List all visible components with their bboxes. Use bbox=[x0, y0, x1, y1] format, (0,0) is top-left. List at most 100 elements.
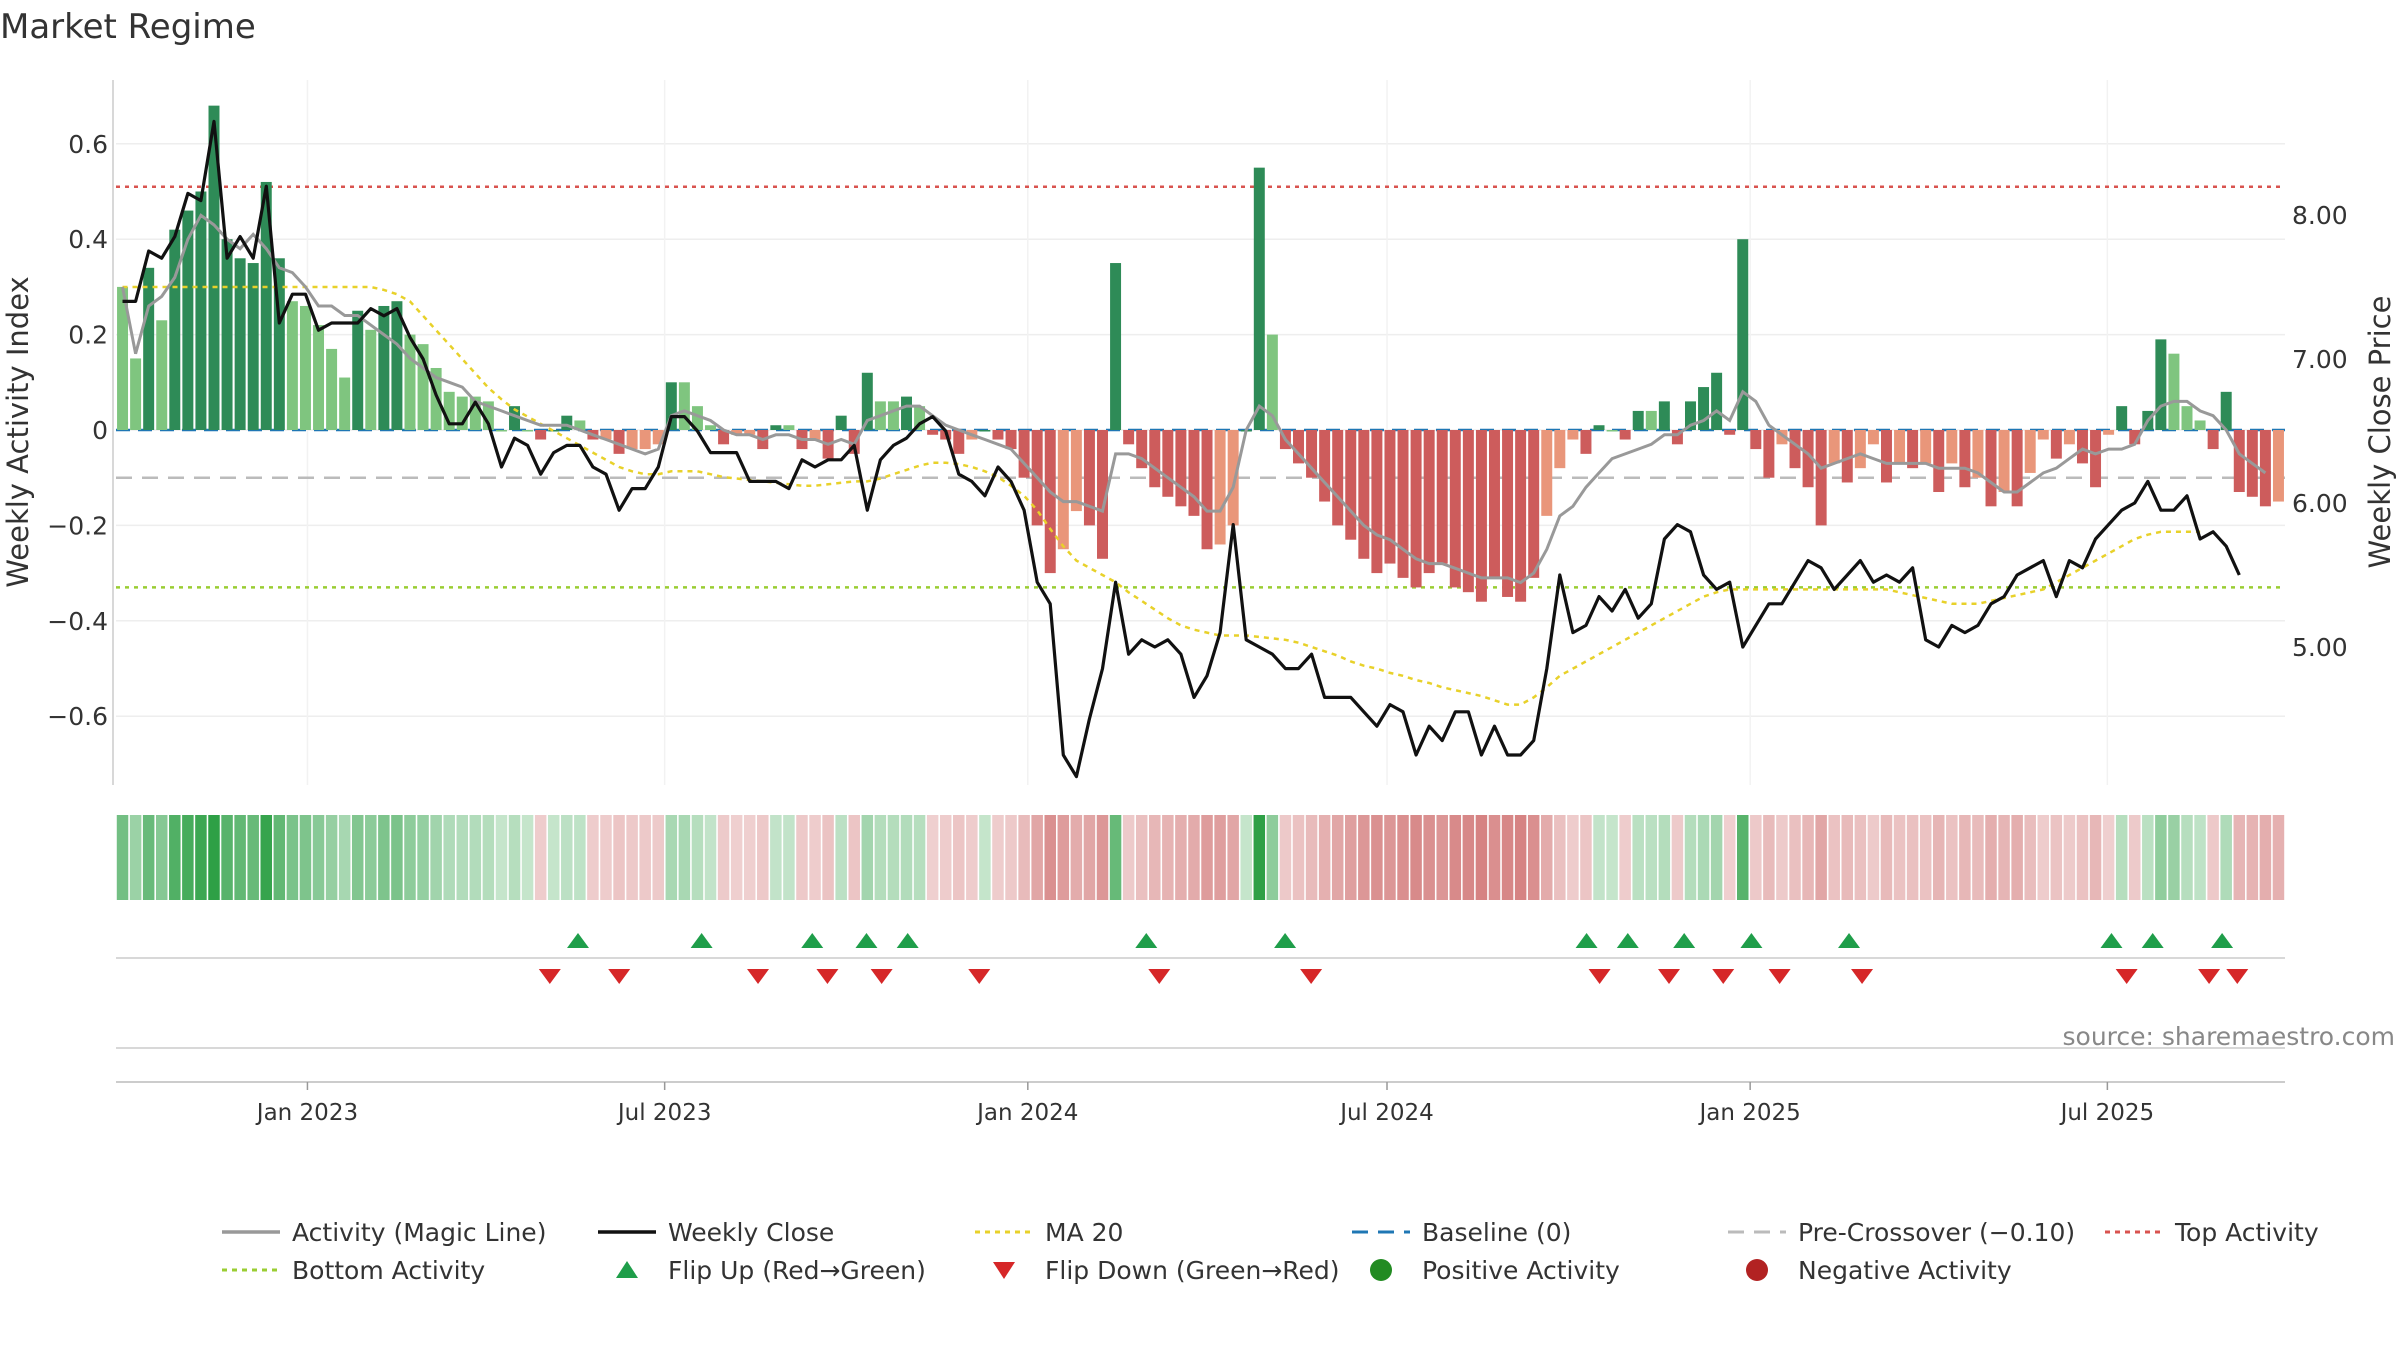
regime-cell bbox=[848, 815, 860, 900]
regime-cell bbox=[639, 815, 651, 900]
legend-item: Weekly Close bbox=[598, 1218, 834, 1247]
activity-bar bbox=[1253, 167, 1265, 430]
regime-cell bbox=[1697, 815, 1710, 900]
weekly-close-line bbox=[122, 119, 2241, 779]
regime-cell bbox=[1384, 815, 1396, 900]
regime-cell bbox=[757, 815, 769, 900]
regime-cell bbox=[704, 815, 717, 900]
activity-bars bbox=[117, 105, 2284, 602]
magic-line bbox=[121, 213, 2267, 585]
legend-label: Bottom Activity bbox=[292, 1256, 485, 1285]
activity-bar bbox=[665, 382, 677, 430]
regime-cell bbox=[1645, 815, 1658, 900]
activity-bar bbox=[718, 430, 730, 445]
regime-cell bbox=[286, 815, 299, 900]
legend-item: Flip Up (Red→Green) bbox=[616, 1256, 926, 1285]
regime-cell bbox=[2220, 815, 2232, 900]
activity-bar bbox=[352, 310, 364, 430]
regime-cell bbox=[1397, 815, 1409, 900]
regime-cell bbox=[691, 815, 704, 900]
regime-cell bbox=[221, 815, 233, 900]
activity-bar bbox=[2129, 430, 2141, 445]
activity-bar bbox=[208, 105, 220, 430]
flip-down-marker bbox=[608, 969, 631, 984]
regime-cell bbox=[2207, 815, 2219, 900]
left-axis-label: Weekly Activity Index bbox=[1, 276, 35, 587]
legend-item: Positive Activity bbox=[1370, 1256, 1620, 1285]
activity-bar bbox=[1671, 430, 1683, 445]
flip-up-marker bbox=[2141, 933, 2164, 948]
regime-cell bbox=[1318, 815, 1331, 900]
flip-up-marker bbox=[896, 933, 919, 948]
regime-cell bbox=[913, 815, 926, 900]
regime-cell bbox=[1841, 815, 1854, 900]
right-y-ticks: 8.00 7.00 6.00 5.00 bbox=[2292, 201, 2348, 662]
activity-bar bbox=[1907, 430, 1919, 469]
flip-down-marker bbox=[538, 969, 561, 984]
regime-cell bbox=[1305, 815, 1318, 900]
regime-cell bbox=[2181, 815, 2193, 900]
activity-bar bbox=[456, 396, 468, 430]
flip-down-marker bbox=[1768, 969, 1791, 984]
legend-label: Positive Activity bbox=[1422, 1256, 1620, 1285]
activity-bar bbox=[1946, 430, 1958, 464]
activity-bar bbox=[1580, 430, 1592, 454]
regime-cell bbox=[1135, 815, 1148, 900]
regime-cell bbox=[613, 815, 625, 900]
left-y-tick-label: 0 bbox=[92, 416, 108, 445]
regime-cell bbox=[1214, 815, 1226, 900]
activity-bar bbox=[2063, 430, 2075, 445]
activity-bar bbox=[1998, 430, 2010, 493]
activity-bar bbox=[1750, 430, 1762, 450]
activity-bar bbox=[2233, 430, 2245, 493]
activity-bar bbox=[770, 425, 782, 430]
regime-cell bbox=[2115, 815, 2128, 900]
activity-bar bbox=[1789, 430, 1801, 469]
regime-cell bbox=[469, 815, 482, 900]
activity-bar bbox=[2194, 420, 2206, 430]
activity-bar bbox=[1306, 430, 1318, 478]
flip-up-marker bbox=[1135, 933, 1158, 948]
activity-bar bbox=[1410, 430, 1422, 588]
regime-cell bbox=[587, 815, 599, 900]
flip-down-marker bbox=[1300, 969, 1323, 984]
legend-label: Top Activity bbox=[2174, 1218, 2319, 1247]
regime-cell bbox=[730, 815, 743, 900]
regime-cell bbox=[1345, 815, 1357, 900]
activity-bar bbox=[117, 286, 129, 430]
legend-label: MA 20 bbox=[1045, 1218, 1123, 1247]
regime-cell bbox=[404, 815, 416, 900]
activity-bar bbox=[417, 344, 429, 430]
regime-cell bbox=[1776, 815, 1788, 900]
regime-cell bbox=[1188, 815, 1200, 900]
legend-label: Flip Down (Green→Red) bbox=[1045, 1256, 1340, 1285]
activity-bar bbox=[652, 430, 664, 445]
regime-cell bbox=[1998, 815, 2010, 900]
activity-bar bbox=[130, 358, 142, 430]
regime-cell bbox=[1266, 815, 1279, 900]
regime-cell bbox=[338, 815, 351, 900]
regime-cell bbox=[169, 815, 181, 900]
regime-cell bbox=[1031, 815, 1043, 900]
activity-bar bbox=[469, 396, 481, 430]
right-y-tick-label: 5.00 bbox=[2292, 633, 2348, 662]
regime-cell bbox=[822, 815, 834, 900]
regime-cell bbox=[142, 815, 155, 900]
regime-cell bbox=[979, 815, 991, 900]
ma20-line bbox=[122, 285, 2201, 706]
activity-bar bbox=[626, 430, 638, 450]
activity-bar bbox=[1097, 430, 1108, 559]
activity-bar bbox=[1188, 430, 1200, 516]
legend-item: Flip Down (Green→Red) bbox=[993, 1256, 1340, 1285]
regime-cell bbox=[1606, 815, 1618, 900]
activity-bar bbox=[182, 210, 194, 430]
legend-label: Flip Up (Red→Green) bbox=[668, 1256, 926, 1285]
left-y-tick-label: 0.4 bbox=[68, 225, 108, 254]
regime-cell bbox=[1514, 815, 1527, 900]
activity-bar bbox=[1802, 430, 1814, 488]
regime-cell bbox=[1240, 815, 1252, 900]
regime-cell bbox=[1175, 815, 1187, 900]
regime-cell bbox=[1109, 815, 1122, 900]
activity-bar bbox=[339, 377, 351, 430]
activity-bar bbox=[927, 430, 939, 435]
